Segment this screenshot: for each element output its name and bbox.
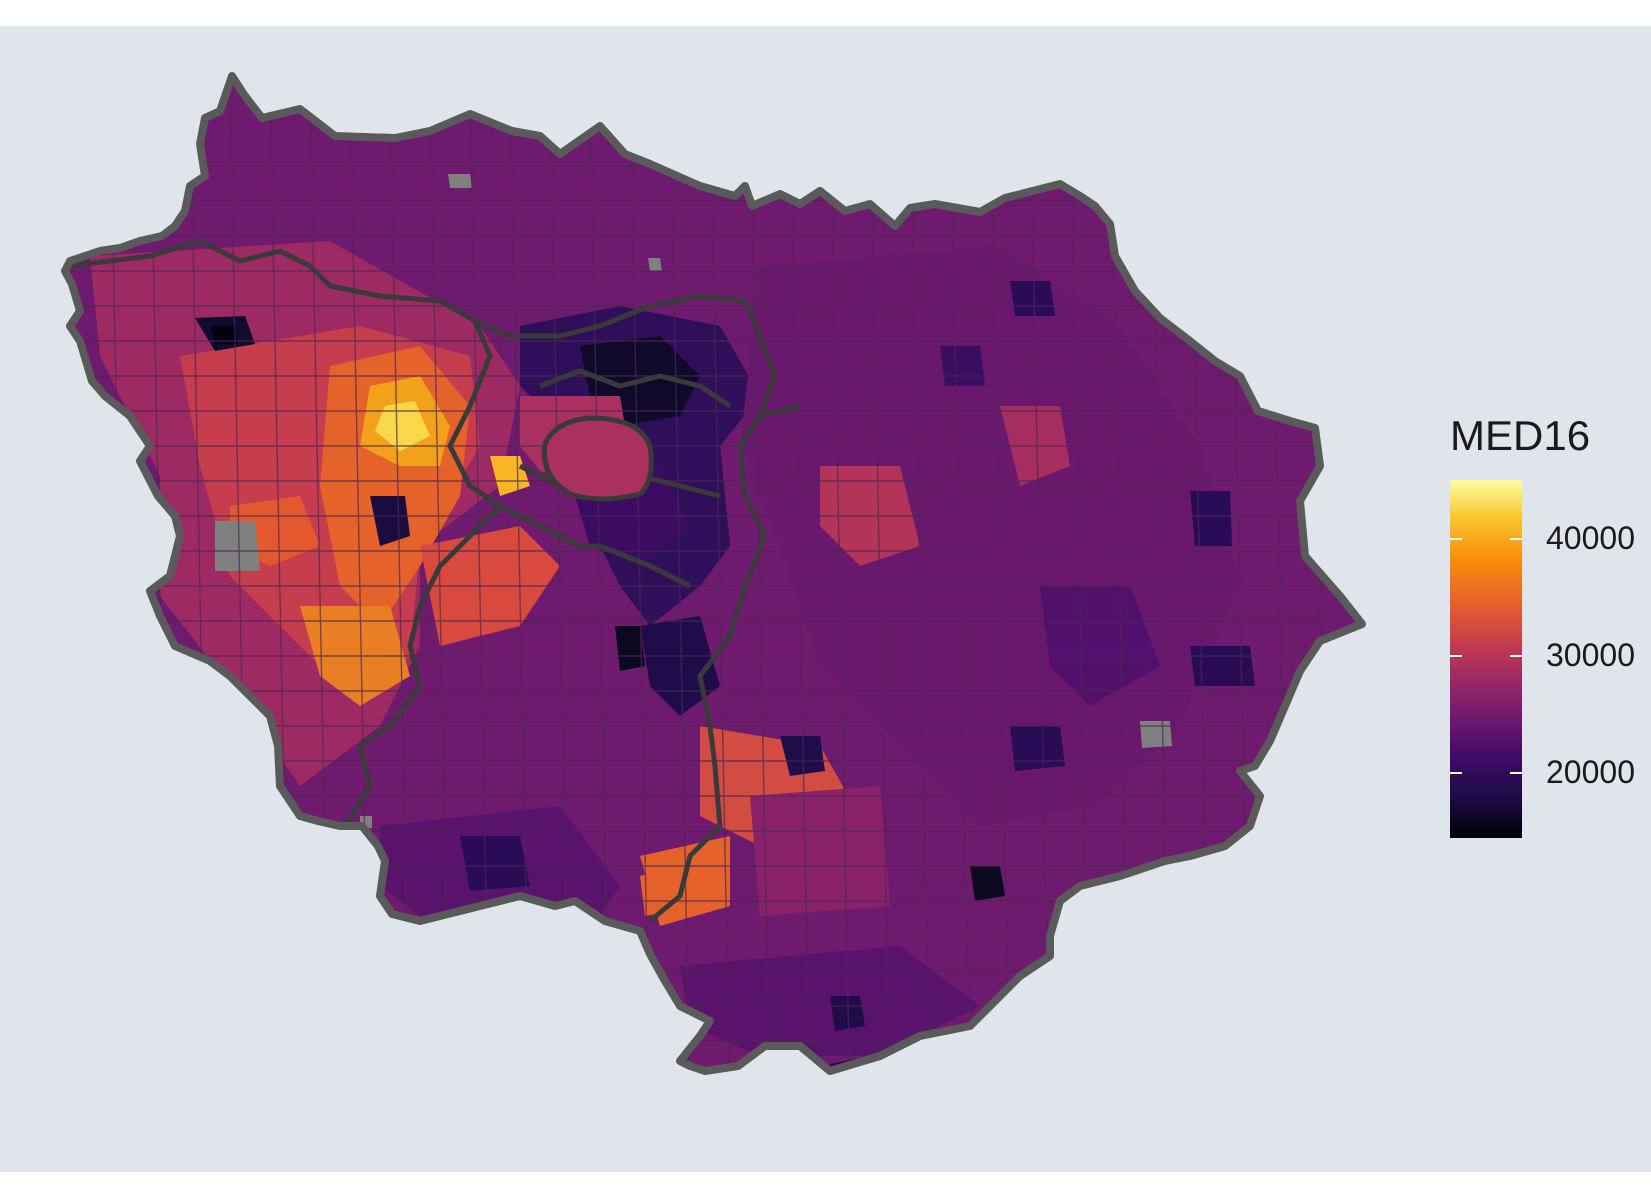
legend-tick (1510, 772, 1522, 775)
legend-colorbar (1450, 480, 1522, 838)
legend-tick (1450, 772, 1462, 775)
legend-label-40000: 40000 (1546, 519, 1635, 556)
legend-title: MED16 (1450, 412, 1591, 459)
legend-tick (1450, 537, 1462, 540)
legend-tick (1510, 655, 1522, 658)
legend-tick (1510, 537, 1522, 540)
legend-label-20000: 20000 (1546, 754, 1635, 791)
legend-label-30000: 30000 (1546, 637, 1635, 674)
color-legend: MED16 40000 30000 20000 (1450, 412, 1645, 852)
legend-tick (1450, 655, 1462, 658)
map-panel: MED16 40000 30000 20000 (0, 26, 1651, 1172)
ile-de-france-choropleth-map (61, 72, 1366, 1075)
